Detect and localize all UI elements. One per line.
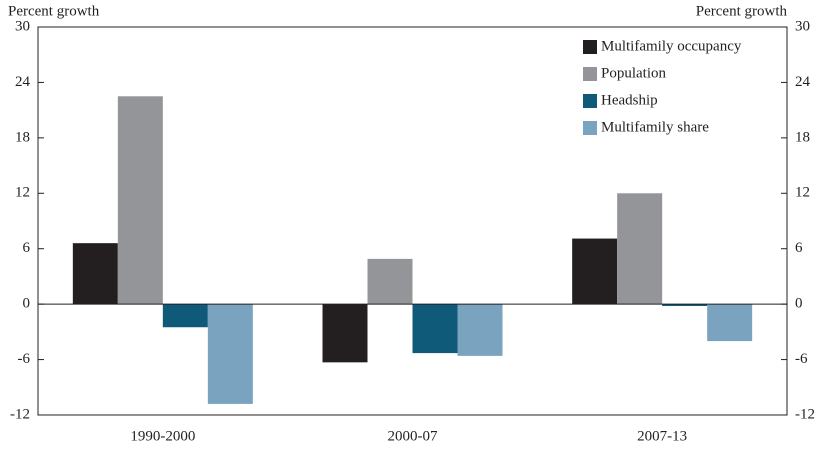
y2-axis-label: Percent growth	[696, 3, 788, 19]
y-tick-label: 0	[23, 296, 31, 312]
y2-tick-label: -12	[795, 406, 815, 422]
legend-label: Multifamily occupancy	[601, 38, 742, 54]
y2-tick-label: 30	[795, 18, 810, 34]
legend-swatch	[583, 40, 597, 54]
y2-tick-label: 6	[795, 240, 803, 256]
y2-tick-label: 24	[795, 74, 811, 90]
y-tick-label: 6	[23, 240, 31, 256]
y2-tick-label: 0	[795, 296, 803, 312]
bar	[322, 304, 368, 363]
y2-tick-label: -6	[795, 351, 808, 367]
y-tick-label: 30	[15, 18, 30, 34]
bar	[707, 304, 753, 342]
x-tick-label: 2007-13	[637, 428, 687, 444]
bar	[412, 304, 458, 354]
bar	[367, 258, 413, 305]
bar	[72, 243, 118, 305]
y2-tick-label: 18	[795, 129, 810, 145]
x-tick-label: 1990-2000	[130, 428, 195, 444]
plot-frame	[37, 26, 788, 416]
y-tick-label: 12	[15, 185, 30, 201]
bar	[617, 193, 663, 305]
legend-label: Multifamily share	[601, 119, 709, 135]
bar	[207, 304, 253, 404]
legend-swatch	[583, 121, 597, 135]
legend-swatch	[583, 94, 597, 108]
legend-label: Population	[601, 65, 667, 81]
bar	[457, 304, 503, 356]
y2-tick-label: 12	[795, 185, 810, 201]
y-axis-label: Percent growth	[8, 3, 100, 19]
y-tick-label: -6	[18, 351, 31, 367]
legend-label: Headship	[601, 92, 658, 108]
bar	[572, 238, 618, 305]
y-tick-label: 24	[15, 74, 31, 90]
x-tick-label: 2000-07	[388, 428, 438, 444]
y-tick-label: -12	[10, 406, 30, 422]
bar	[662, 304, 708, 306]
legend-swatch	[583, 67, 597, 81]
y-tick-label: 18	[15, 129, 30, 145]
bar	[117, 96, 163, 305]
bar	[162, 304, 208, 328]
